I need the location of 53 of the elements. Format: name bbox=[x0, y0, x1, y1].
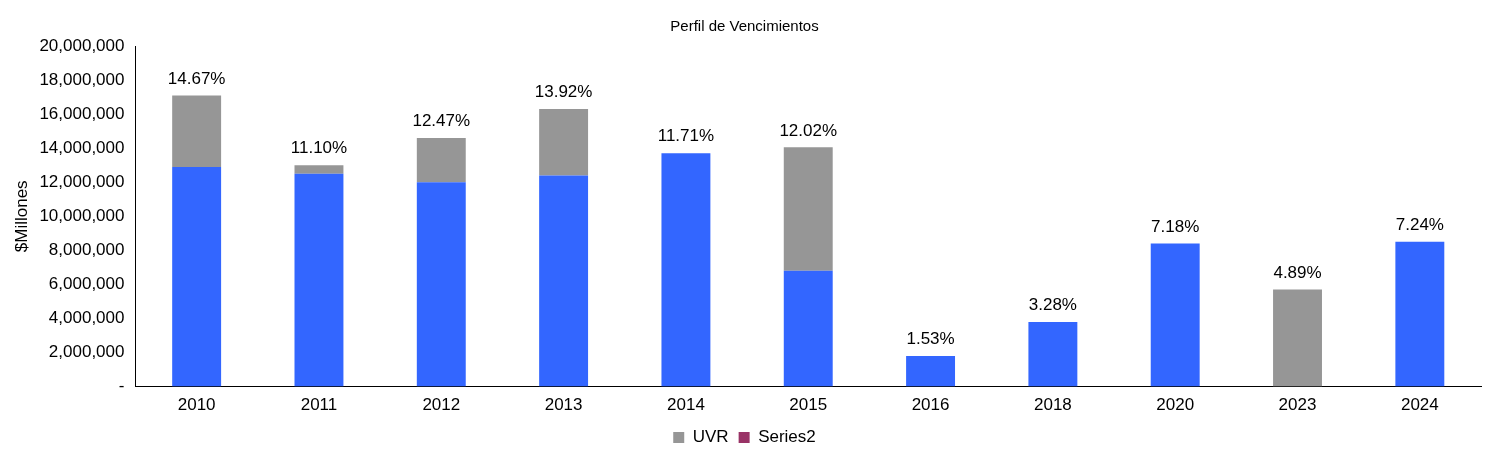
x-tick-label: 2023 bbox=[1278, 395, 1317, 415]
y-tick-label: 20,000,000 bbox=[39, 35, 125, 55]
chart-title: Perfil de Vencimientos bbox=[670, 17, 819, 35]
bar bbox=[539, 109, 589, 176]
annotation: 3.28% bbox=[1028, 295, 1077, 315]
x-tick-label: 2012 bbox=[422, 395, 461, 415]
y-tick-label: 4,000,000 bbox=[48, 308, 125, 328]
annotation: 12.47% bbox=[412, 111, 471, 131]
legend-label: Series2 bbox=[758, 427, 816, 447]
annotation: 4.89% bbox=[1273, 262, 1322, 282]
bar bbox=[661, 153, 711, 387]
x-tick-label: 2010 bbox=[177, 395, 216, 415]
bar bbox=[783, 270, 833, 387]
bar bbox=[1395, 241, 1445, 387]
bar bbox=[1150, 243, 1200, 387]
x-tick-label: 2015 bbox=[789, 395, 828, 415]
x-tick-label: 2016 bbox=[911, 395, 950, 415]
annotation: 13.92% bbox=[534, 82, 593, 102]
y-tick-label: 8,000,000 bbox=[48, 240, 125, 260]
bar bbox=[172, 166, 222, 387]
annotation: 7.18% bbox=[1151, 216, 1200, 236]
legend-label: UVR bbox=[692, 427, 729, 447]
y-tick-label: 2,000,000 bbox=[48, 342, 125, 362]
y-axis-title: $Millones bbox=[11, 180, 31, 253]
y-tick-label: 10,000,000 bbox=[39, 205, 125, 225]
bar bbox=[1273, 289, 1322, 387]
bar bbox=[416, 137, 466, 183]
x-tick-label: 2018 bbox=[1033, 395, 1072, 415]
annotation: 1.53% bbox=[906, 329, 955, 349]
x-tick-label: 2014 bbox=[667, 395, 705, 415]
y-tick-label: 16,000,000 bbox=[39, 103, 125, 123]
annotation: 11.71% bbox=[657, 126, 715, 146]
bar bbox=[416, 182, 466, 387]
bar bbox=[294, 165, 344, 174]
y-tick-label: - bbox=[118, 376, 125, 396]
bar bbox=[172, 95, 222, 167]
bar bbox=[539, 175, 589, 387]
annotation: 7.24% bbox=[1395, 215, 1444, 235]
y-tick-label: 18,000,000 bbox=[39, 69, 125, 89]
annotation: 11.10% bbox=[290, 138, 348, 158]
bar bbox=[906, 355, 956, 387]
x-tick-label: 2013 bbox=[544, 395, 583, 415]
annotation: 12.02% bbox=[779, 120, 838, 140]
bar bbox=[783, 147, 833, 271]
y-tick-label: 6,000,000 bbox=[48, 274, 125, 294]
y-tick-label: 14,000,000 bbox=[39, 137, 125, 157]
x-tick-label: 2020 bbox=[1156, 395, 1195, 415]
x-tick-label: 2011 bbox=[300, 395, 338, 415]
bar bbox=[1028, 321, 1078, 387]
bar bbox=[294, 173, 344, 387]
annotation: 14.67% bbox=[167, 68, 226, 88]
y-tick-label: 12,000,000 bbox=[39, 171, 125, 191]
x-tick-label: 2024 bbox=[1400, 395, 1439, 415]
